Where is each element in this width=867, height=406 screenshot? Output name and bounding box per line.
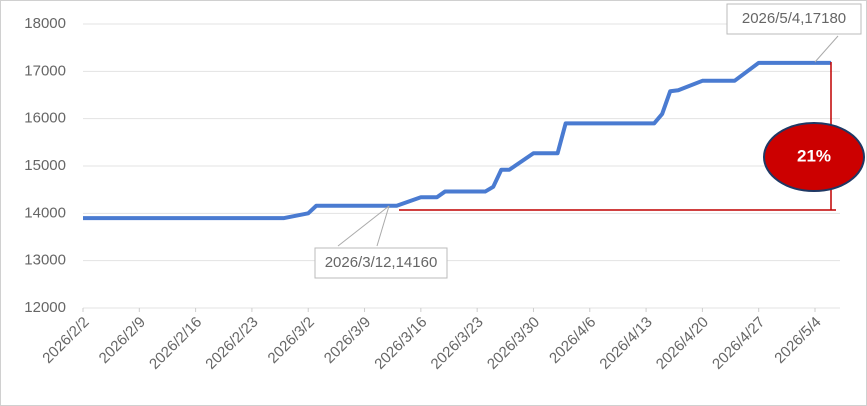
y-tick-label: 16000 bbox=[24, 110, 66, 127]
y-tick-label: 14000 bbox=[24, 204, 66, 221]
annotation: 21% bbox=[797, 146, 831, 165]
callout-box bbox=[726, 3, 862, 35]
grid bbox=[83, 23, 840, 309]
annotation: 2026/3/12,14160 bbox=[325, 254, 438, 271]
y-tick-label: 18000 bbox=[24, 15, 66, 32]
y-tick-label: 12000 bbox=[24, 299, 66, 316]
annotation: 2026/5/4,17180 bbox=[742, 10, 846, 27]
y-tick-label: 15000 bbox=[24, 157, 66, 174]
callout-box bbox=[314, 247, 448, 279]
callout-pointer bbox=[376, 205, 390, 247]
percent-badge bbox=[763, 122, 865, 192]
y-tick-label: 13000 bbox=[24, 252, 66, 269]
callout-pointer bbox=[337, 205, 390, 247]
callout-pointer bbox=[814, 35, 839, 63]
y-tick-label: 17000 bbox=[24, 62, 66, 79]
